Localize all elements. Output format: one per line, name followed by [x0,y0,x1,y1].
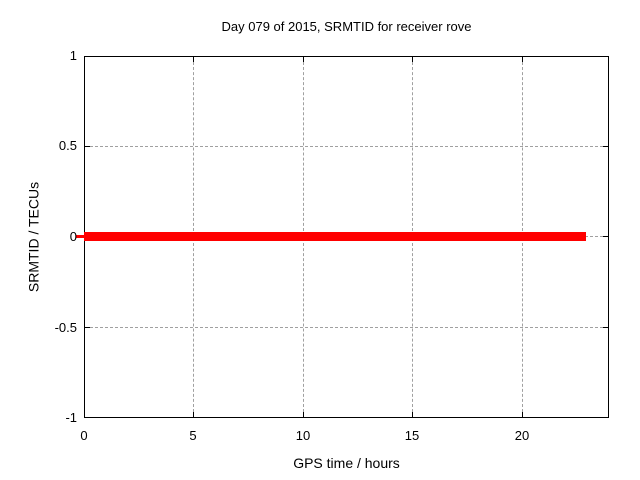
right-tick-y--0.5 [603,327,608,328]
data-series-left-overhang [76,235,84,238]
bottom-tick-x-5 [193,412,194,417]
chart-title: Day 079 of 2015, SRMTID for receiver rov… [221,19,472,34]
left-tick-y--0.5 [85,327,90,328]
y-tick-label--0.5: -0.5 [54,320,77,335]
x-tick-label-5: 5 [189,428,197,443]
top-tick-x-10 [303,57,304,62]
plot-area [84,56,609,418]
x-tick-label-0: 0 [80,428,88,443]
data-series-srmtid-line [84,232,586,241]
gridline-y--0.5 [85,327,608,328]
right-tick-y-0.5 [603,146,608,147]
top-tick-x-15 [412,57,413,62]
x-tick-label-10: 10 [295,428,311,443]
bottom-tick-x-10 [303,412,304,417]
y-tick-label-0.5: 0.5 [58,138,77,153]
bottom-tick-x-15 [412,412,413,417]
y-tick-label--1: -1 [65,410,77,425]
x-tick-label-20: 20 [514,428,530,443]
right-tick-y-0 [603,236,608,237]
top-tick-x-20 [522,57,523,62]
x-axis-label: GPS time / hours [293,455,400,471]
x-tick-label-15: 15 [404,428,420,443]
y-tick-label-0: 0 [69,229,77,244]
gridline-y-0.5 [85,146,608,147]
top-tick-x-5 [193,57,194,62]
left-tick-y-0.5 [85,146,90,147]
bottom-tick-x-20 [522,412,523,417]
y-tick-label-1: 1 [69,48,77,63]
